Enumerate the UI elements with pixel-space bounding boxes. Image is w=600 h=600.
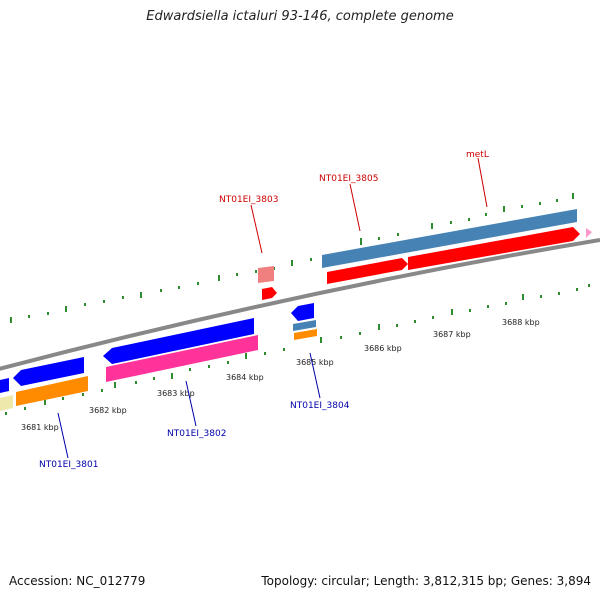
scale-ticks-lower <box>5 284 590 415</box>
gene-label-nt01ei-3803: NT01EI_3803 <box>219 195 278 205</box>
cds-nt01ei-3804[interactable] <box>291 303 314 321</box>
kbp-label: 3687 kbp <box>433 330 471 339</box>
gene-nt01ei-3804-a[interactable] <box>293 320 316 331</box>
forward-features <box>258 209 592 300</box>
gene-metl[interactable] <box>405 209 577 253</box>
kbp-label: 3684 kbp <box>226 373 264 382</box>
cds-nt01ei-3805[interactable] <box>327 258 408 284</box>
cds-nt01ei-3802[interactable] <box>103 318 254 364</box>
gene-label-nt01ei-3805: NT01EI_3805 <box>319 174 378 184</box>
kbp-label: 3683 kbp <box>157 389 195 398</box>
kbp-label: 3688 kbp <box>502 318 540 327</box>
kbp-label: 3686 kbp <box>364 344 402 353</box>
gene-nt01ei-3802[interactable] <box>106 335 258 382</box>
label-leaders <box>57 157 488 459</box>
gene-nt01ei-3801[interactable] <box>16 376 88 406</box>
gene-nt01ei-3804-b[interactable] <box>294 329 317 340</box>
kbp-label: 3685 kbp <box>296 358 334 367</box>
gene-label-nt01ei-3804: NT01EI_3804 <box>290 401 350 411</box>
gene-label-nt01ei-3802: NT01EI_3802 <box>167 429 226 439</box>
gene-nt01ei-3803[interactable] <box>258 266 274 283</box>
genome-backbone <box>0 238 600 371</box>
gene-nt01ei-3805[interactable] <box>322 240 405 268</box>
cds-partial-left[interactable] <box>0 378 9 393</box>
gene-label-nt01ei-3801: NT01EI_3801 <box>39 460 98 470</box>
accession-text: Accession: NC_012779 <box>9 574 146 588</box>
reverse-features <box>0 303 317 411</box>
gene-partial-left[interactable] <box>0 395 13 411</box>
kbp-label: 3681 kbp <box>21 423 59 432</box>
cds-nt01ei-3801[interactable] <box>13 357 84 386</box>
scale-ticks-upper <box>10 193 574 323</box>
cds-partial-right[interactable] <box>586 228 592 238</box>
genome-summary-text: Topology: circular; Length: 3,812,315 bp… <box>261 574 591 588</box>
cds-metl[interactable] <box>408 227 580 270</box>
kbp-label: 3682 kbp <box>89 406 127 415</box>
cds-nt01ei-3803[interactable] <box>262 287 277 300</box>
genome-title: Edwardsiella ictaluri 93-146, complete g… <box>146 9 454 24</box>
gene-label-metl: metL <box>466 150 489 160</box>
